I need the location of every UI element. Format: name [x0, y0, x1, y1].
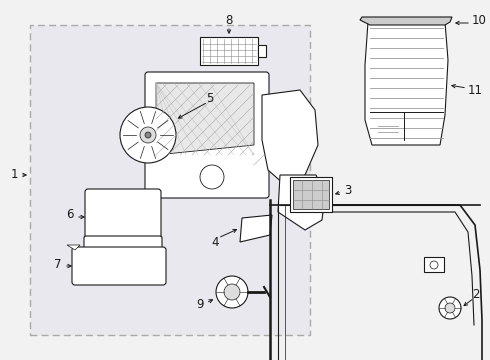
Circle shape	[200, 165, 224, 189]
Polygon shape	[278, 175, 325, 230]
Bar	[200, 37, 258, 65]
Text: 5: 5	[206, 91, 214, 104]
Circle shape	[145, 132, 151, 138]
Text: 8: 8	[225, 13, 233, 27]
Text: 10: 10	[472, 13, 487, 27]
Text: 1: 1	[10, 168, 18, 181]
FancyBboxPatch shape	[85, 189, 161, 245]
Polygon shape	[365, 22, 448, 145]
Text: 7: 7	[54, 258, 62, 271]
Text: 4: 4	[211, 235, 219, 248]
Text: 3: 3	[344, 184, 352, 197]
Circle shape	[140, 127, 156, 143]
Bar	[293, 180, 329, 209]
Circle shape	[224, 284, 240, 300]
Text: 6: 6	[66, 208, 74, 221]
Circle shape	[430, 261, 438, 269]
FancyBboxPatch shape	[145, 72, 269, 198]
Circle shape	[439, 297, 461, 319]
Circle shape	[445, 303, 455, 313]
Text: 9: 9	[196, 298, 204, 311]
Bar	[258, 45, 266, 57]
Polygon shape	[360, 17, 452, 25]
Circle shape	[216, 276, 248, 308]
Polygon shape	[240, 215, 272, 242]
Text: 11: 11	[468, 84, 483, 96]
FancyBboxPatch shape	[72, 247, 166, 285]
Polygon shape	[67, 245, 80, 250]
Bar	[290, 177, 332, 212]
Polygon shape	[156, 83, 254, 155]
Polygon shape	[262, 90, 318, 185]
FancyBboxPatch shape	[84, 236, 162, 252]
Circle shape	[120, 107, 176, 163]
Bar	[424, 257, 444, 272]
Text: 2: 2	[472, 288, 480, 302]
Bar	[30, 25, 310, 335]
